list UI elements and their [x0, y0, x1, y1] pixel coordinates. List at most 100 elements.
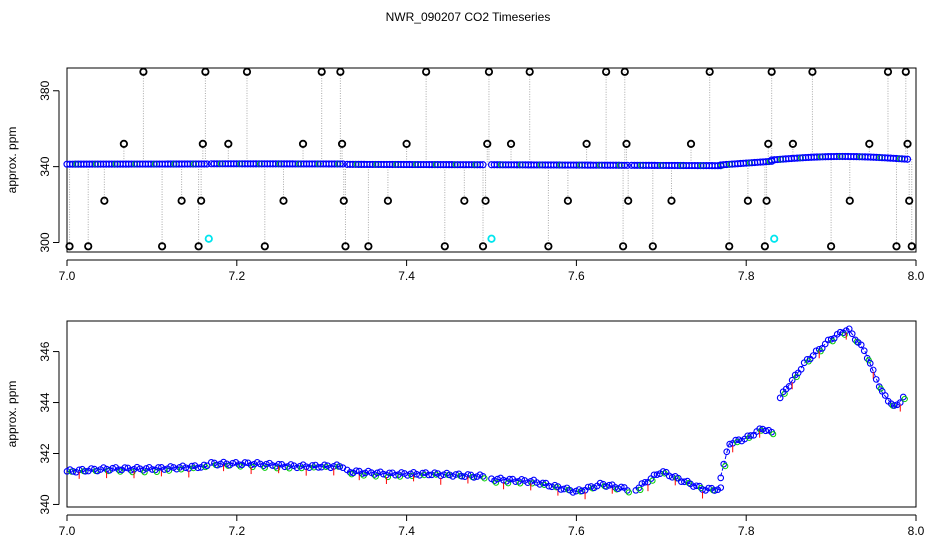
series-point	[569, 489, 577, 496]
secondary-point	[286, 465, 293, 472]
x-tick-label: 7.2	[228, 269, 245, 283]
x-tick-label: 7.8	[738, 269, 755, 283]
series-point	[374, 469, 381, 477]
outlier-point	[279, 196, 288, 205]
main-series-point	[901, 155, 909, 163]
x-tick-label: 8.0	[908, 524, 925, 538]
y-tick-label: 300	[38, 232, 52, 252]
series-point	[327, 464, 335, 472]
outlier-point	[602, 67, 611, 76]
series-point	[848, 330, 856, 338]
outlier-point	[883, 67, 893, 76]
secondary-point	[372, 473, 379, 480]
outlier-point	[892, 242, 901, 251]
outlier-point	[903, 139, 912, 148]
series-point	[161, 466, 168, 473]
outlier-point	[624, 196, 633, 205]
series-point	[680, 478, 688, 486]
outlier-point	[618, 242, 628, 251]
secondary-point	[237, 463, 244, 470]
series-point	[653, 471, 661, 478]
chart-title: NWR_090207 CO2 Timeseries	[385, 10, 551, 24]
secondary-point	[685, 479, 692, 487]
series-point	[458, 472, 466, 480]
secondary-point	[529, 480, 536, 487]
series-point	[776, 394, 784, 402]
series-point	[641, 478, 649, 486]
main-series-point	[903, 155, 912, 163]
series-point	[142, 465, 150, 472]
series-point	[425, 471, 433, 479]
secondary-point	[758, 427, 765, 434]
series-point	[668, 473, 676, 481]
outlier-point	[481, 196, 490, 205]
series-point	[605, 481, 613, 489]
series-point	[602, 483, 610, 490]
secondary-point	[384, 473, 392, 481]
series-point	[167, 463, 174, 470]
series-point	[81, 467, 89, 475]
secondary-point	[492, 479, 500, 486]
series-point	[560, 485, 568, 493]
outlier-point	[177, 196, 186, 205]
series-point	[194, 464, 202, 472]
secondary-point	[273, 465, 281, 472]
outlier-point	[341, 242, 350, 251]
series-point	[809, 352, 817, 359]
outlier-point	[788, 139, 797, 148]
outlier-point	[224, 139, 233, 148]
highlight-point	[204, 234, 213, 243]
series-point	[818, 345, 826, 352]
outlier-point	[506, 139, 516, 148]
outlier-point	[760, 242, 769, 251]
outlier-point	[525, 67, 534, 76]
series-point	[717, 484, 725, 492]
secondary-point	[722, 463, 729, 470]
outlier-point	[845, 196, 854, 205]
series-point	[69, 468, 77, 475]
series-point	[241, 459, 249, 466]
outlier-point	[364, 242, 373, 251]
secondary-point	[770, 431, 777, 438]
series-point	[207, 459, 215, 466]
series-point	[452, 471, 460, 478]
y-axis-label: approx. ppm	[5, 381, 19, 448]
outlier-point	[620, 67, 629, 76]
series-point	[214, 461, 221, 469]
series-point	[287, 461, 295, 468]
series-line	[720, 427, 772, 477]
outlier-point	[337, 139, 347, 148]
secondary-point	[841, 331, 848, 338]
secondary-point	[261, 464, 268, 471]
secondary-point	[901, 395, 908, 403]
series-point	[182, 464, 190, 472]
outlier-point	[336, 67, 345, 76]
outlier-point	[383, 196, 393, 205]
outlier-point	[905, 196, 914, 205]
outlier-point	[743, 196, 752, 205]
series-point	[638, 480, 646, 487]
series-point	[413, 470, 420, 478]
x-tick-label: 7.4	[398, 524, 415, 538]
outlier-point	[84, 242, 93, 251]
x-tick-label: 8.0	[908, 269, 925, 283]
series-point	[269, 462, 276, 469]
series-point	[717, 474, 725, 482]
outlier-point	[100, 196, 109, 205]
series-point	[470, 474, 478, 481]
outlier-point	[907, 242, 916, 251]
outlier-point	[484, 67, 494, 76]
outlier-point	[478, 242, 488, 251]
secondary-point	[117, 468, 124, 475]
outlier-point	[865, 139, 874, 148]
outlier-point	[762, 196, 771, 205]
series-point	[872, 376, 880, 383]
plot-frame	[66, 67, 917, 253]
outlier-point	[764, 139, 773, 148]
outlier-point	[563, 196, 573, 205]
series-point	[890, 402, 898, 409]
y-tick-label: 344	[38, 392, 52, 412]
secondary-point	[793, 373, 800, 381]
secondary-point	[517, 480, 524, 487]
series-point	[494, 475, 501, 483]
